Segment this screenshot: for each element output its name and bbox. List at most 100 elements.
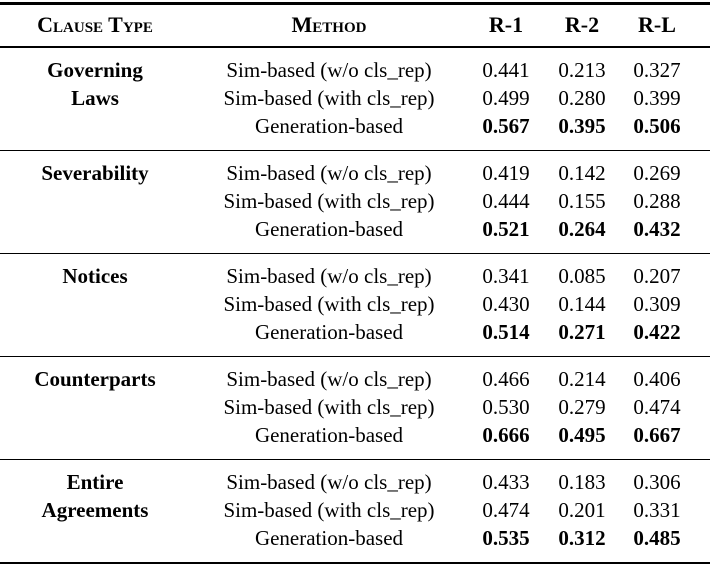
r1-value-cell: 0.441	[482, 58, 530, 82]
column-header-clause-type: Clause Type	[37, 12, 153, 37]
table-row-best: Generation-based 0.521 0.264 0.432	[0, 215, 710, 254]
method-cell: Generation-based	[254, 526, 404, 550]
r1-value-cell: 0.530	[482, 395, 530, 419]
method-cell: Sim-based (with cls_rep)	[223, 189, 435, 213]
table-row: Counterparts Sim-based (w/o cls_rep) 0.4…	[0, 357, 710, 394]
clause-type-cell: Severability	[0, 151, 190, 254]
r1-value-cell: 0.444	[482, 189, 530, 213]
method-cell: Sim-based (w/o cls_rep)	[226, 58, 432, 82]
method-cell: Sim-based (with cls_rep)	[223, 395, 435, 419]
rl-value-cell: 0.207	[633, 264, 681, 288]
table-row-best: Generation-based 0.666 0.495 0.667	[0, 421, 710, 460]
r2-value-cell: 0.085	[558, 264, 606, 288]
method-cell: Generation-based	[254, 423, 404, 447]
table-group-notices: Notices Sim-based (w/o cls_rep) 0.341 0.…	[0, 253, 710, 357]
method-cell: Sim-based (w/o cls_rep)	[226, 470, 432, 494]
r1-value-cell: 0.535	[482, 526, 530, 550]
r2-value-cell: 0.280	[558, 86, 606, 110]
rl-value-cell: 0.406	[633, 367, 681, 391]
clause-line: Severability	[41, 161, 149, 185]
table-row: Sim-based (with cls_rep) 0.474 0.201 0.3…	[0, 496, 710, 524]
r1-value-cell: 0.466	[482, 367, 530, 391]
column-header-rl: R-L	[638, 12, 676, 37]
header-row: Clause Type Method R-1 R-2 R-L	[0, 4, 710, 48]
table-row: Notices Sim-based (w/o cls_rep) 0.341 0.…	[0, 254, 710, 291]
clause-type-cell: Governing Laws	[0, 47, 190, 151]
rl-value-cell: 0.485	[633, 526, 681, 550]
r1-value-cell: 0.419	[482, 161, 530, 185]
r1-value-cell: 0.341	[482, 264, 530, 288]
table-row: Governing Laws Sim-based (w/o cls_rep) 0…	[0, 47, 710, 110]
clause-line: Notices	[62, 264, 128, 288]
rl-value-cell: 0.506	[633, 114, 681, 138]
rl-value-cell: 0.269	[633, 161, 681, 185]
method-cell: Generation-based	[254, 217, 404, 241]
column-header-r2: R-2	[564, 12, 600, 37]
r1-value-cell: 0.666	[482, 423, 530, 447]
r2-value-cell: 0.312	[558, 526, 606, 550]
r2-value-cell: 0.155	[558, 189, 606, 213]
r1-value-cell: 0.474	[482, 498, 530, 522]
r1-value-cell: 0.499	[482, 86, 530, 110]
rl-value-cell: 0.432	[633, 217, 681, 241]
r2-value-cell: 0.183	[558, 470, 606, 494]
method-cell: Generation-based	[254, 320, 404, 344]
method-cell: Generation-based	[254, 114, 404, 138]
rl-value-cell: 0.667	[633, 423, 681, 447]
method-cell: Sim-based (w/o cls_rep)	[226, 367, 432, 391]
table-row: Sim-based (with cls_rep) 0.430 0.144 0.3…	[0, 290, 710, 318]
rl-value-cell: 0.327	[633, 58, 681, 82]
rl-value-cell: 0.474	[633, 395, 681, 419]
clause-line: Governing	[47, 58, 143, 82]
r1-value-cell: 0.430	[482, 292, 530, 316]
table-group-severability: Severability Sim-based (w/o cls_rep) 0.4…	[0, 150, 710, 254]
r2-value-cell: 0.213	[558, 58, 606, 82]
clause-type-cell: Notices	[0, 254, 190, 357]
rl-value-cell: 0.422	[633, 320, 681, 344]
method-cell: Sim-based (with cls_rep)	[223, 498, 435, 522]
r2-value-cell: 0.271	[558, 320, 606, 344]
table-header: Clause Type Method R-1 R-2 R-L	[0, 4, 710, 48]
method-cell: Sim-based (w/o cls_rep)	[226, 161, 432, 185]
method-cell: Sim-based (with cls_rep)	[223, 86, 435, 110]
method-cell: Sim-based (with cls_rep)	[223, 292, 435, 316]
r1-value-cell: 0.514	[482, 320, 530, 344]
column-header-r1: R-1	[488, 12, 524, 37]
clause-line: Counterparts	[34, 367, 156, 391]
r1-value-cell: 0.433	[482, 470, 530, 494]
rl-value-cell: 0.309	[633, 292, 681, 316]
r2-value-cell: 0.201	[558, 498, 606, 522]
method-cell: Sim-based (w/o cls_rep)	[226, 264, 432, 288]
r2-value-cell: 0.144	[558, 292, 606, 316]
r1-value-cell: 0.521	[482, 217, 530, 241]
table-row: Sim-based (with cls_rep) 0.530 0.279 0.4…	[0, 393, 710, 421]
r2-value-cell: 0.495	[558, 423, 606, 447]
clause-line: Entire	[66, 470, 124, 494]
table-group-entire-agreements: Entire Agreements Sim-based (w/o cls_rep…	[0, 459, 710, 564]
table-row: Severability Sim-based (w/o cls_rep) 0.4…	[0, 151, 710, 188]
table-group-governing-laws: Governing Laws Sim-based (w/o cls_rep) 0…	[0, 47, 710, 151]
table-row: Entire Agreements Sim-based (w/o cls_rep…	[0, 460, 710, 522]
clause-line: Laws	[71, 86, 119, 110]
r2-value-cell: 0.279	[558, 395, 606, 419]
rl-value-cell: 0.331	[633, 498, 681, 522]
table-row: Sim-based (with cls_rep) 0.444 0.155 0.2…	[0, 187, 710, 215]
r1-value-cell: 0.567	[482, 114, 530, 138]
r2-value-cell: 0.395	[558, 114, 606, 138]
table-row-best: Generation-based 0.514 0.271 0.422	[0, 318, 710, 357]
table-group-counterparts: Counterparts Sim-based (w/o cls_rep) 0.4…	[0, 356, 710, 460]
rl-value-cell: 0.288	[633, 189, 681, 213]
column-header-method: Method	[291, 12, 367, 37]
r2-value-cell: 0.264	[558, 217, 606, 241]
clause-type-cell: Counterparts	[0, 357, 190, 460]
rl-value-cell: 0.399	[633, 86, 681, 110]
rl-value-cell: 0.306	[633, 470, 681, 494]
table-row-best: Generation-based 0.567 0.395 0.506	[0, 112, 710, 151]
clause-line: Agreements	[41, 498, 149, 522]
r2-value-cell: 0.142	[558, 161, 606, 185]
clause-type-cell: Entire Agreements	[0, 460, 190, 564]
r2-value-cell: 0.214	[558, 367, 606, 391]
table-row-best: Generation-based 0.535 0.312 0.485	[0, 524, 710, 563]
